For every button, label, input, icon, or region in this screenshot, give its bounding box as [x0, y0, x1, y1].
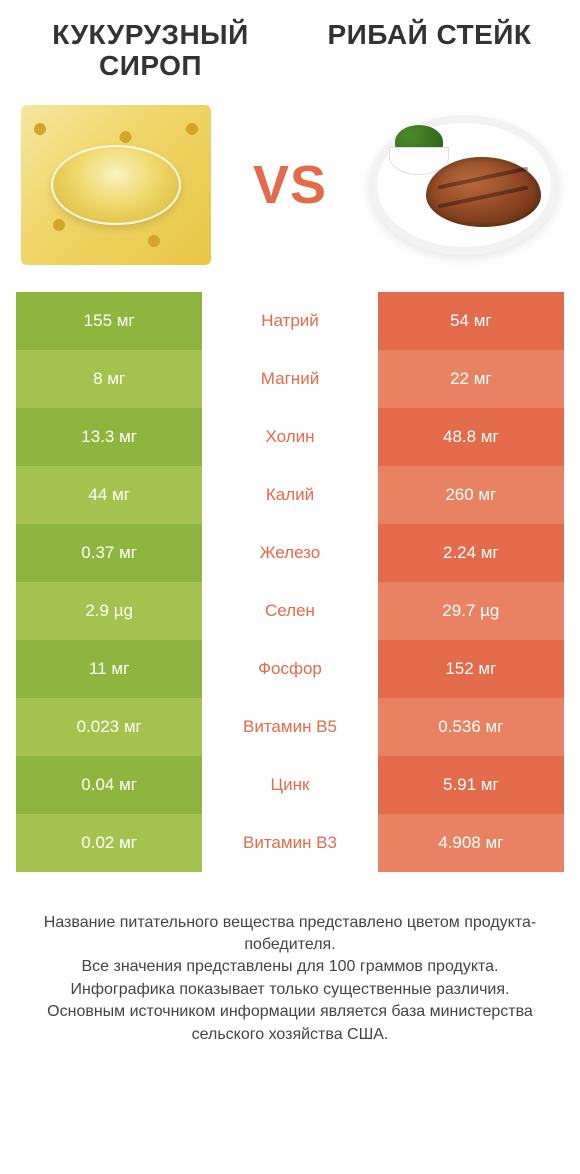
right-value: 5.91 мг: [378, 756, 564, 814]
right-value: 2.24 мг: [378, 524, 564, 582]
right-value: 29.7 µg: [378, 582, 564, 640]
left-value: 44 мг: [16, 466, 202, 524]
left-product-title: КУКУРУЗНЫЙ СИРОП: [16, 20, 285, 82]
nutrient-label: Натрий: [202, 292, 377, 350]
nutrient-label: Холин: [202, 408, 377, 466]
left-value: 155 мг: [16, 292, 202, 350]
corn-syrup-illustration: [21, 105, 211, 265]
right-value: 152 мг: [378, 640, 564, 698]
left-value: 0.02 мг: [16, 814, 202, 872]
nutrient-label: Фосфор: [202, 640, 377, 698]
table-row: 0.04 мгЦинк5.91 мг: [16, 756, 564, 814]
steak-plate-illustration: [369, 115, 559, 255]
right-value: 260 мг: [378, 466, 564, 524]
table-row: 2.9 µgСелен29.7 µg: [16, 582, 564, 640]
footer-line: Все значения представлены для 100 граммо…: [26, 956, 554, 978]
right-value: 22 мг: [378, 350, 564, 408]
nutrient-label: Витамин B3: [202, 814, 377, 872]
left-value: 13.3 мг: [16, 408, 202, 466]
right-product-image: [364, 100, 564, 270]
table-row: 0.37 мгЖелезо2.24 мг: [16, 524, 564, 582]
left-product-image: [16, 100, 216, 270]
table-row: 44 мгКалий260 мг: [16, 466, 564, 524]
infographic-wrap: КУКУРУЗНЫЙ СИРОП РИБАЙ СТЕЙК VS 155 мгНа…: [0, 0, 580, 1046]
table-row: 8 мгМагний22 мг: [16, 350, 564, 408]
titles-row: КУКУРУЗНЫЙ СИРОП РИБАЙ СТЕЙК: [16, 20, 564, 82]
left-value: 0.04 мг: [16, 756, 202, 814]
table-row: 11 мгФосфор152 мг: [16, 640, 564, 698]
broccoli-icon: [389, 125, 449, 175]
steak-icon: [426, 157, 541, 227]
nutrient-label: Витамин B5: [202, 698, 377, 756]
left-value: 2.9 µg: [16, 582, 202, 640]
table-row: 13.3 мгХолин48.8 мг: [16, 408, 564, 466]
right-value: 4.908 мг: [378, 814, 564, 872]
left-value: 11 мг: [16, 640, 202, 698]
footer-line: Название питательного вещества представл…: [26, 912, 554, 957]
nutrient-label: Цинк: [202, 756, 377, 814]
left-value: 0.37 мг: [16, 524, 202, 582]
nutrient-label: Магний: [202, 350, 377, 408]
table-row: 155 мгНатрий54 мг: [16, 292, 564, 350]
syrup-bowl-icon: [51, 145, 181, 225]
vs-label: VS: [253, 154, 327, 216]
footer-line: Основным источником информации является …: [26, 1001, 554, 1046]
table-row: 0.02 мгВитамин B34.908 мг: [16, 814, 564, 872]
footer-line: Инфографика показывает только существенн…: [26, 979, 554, 1001]
footer-notes: Название питательного вещества представл…: [16, 912, 564, 1046]
left-value: 0.023 мг: [16, 698, 202, 756]
images-row: VS: [16, 100, 564, 270]
comparison-table: 155 мгНатрий54 мг8 мгМагний22 мг13.3 мгХ…: [16, 292, 564, 872]
nutrient-label: Калий: [202, 466, 377, 524]
right-value: 0.536 мг: [378, 698, 564, 756]
nutrient-label: Железо: [202, 524, 377, 582]
nutrient-label: Селен: [202, 582, 377, 640]
table-row: 0.023 мгВитамин B50.536 мг: [16, 698, 564, 756]
right-product-title: РИБАЙ СТЕЙК: [295, 20, 564, 82]
left-value: 8 мг: [16, 350, 202, 408]
right-value: 48.8 мг: [378, 408, 564, 466]
right-value: 54 мг: [378, 292, 564, 350]
